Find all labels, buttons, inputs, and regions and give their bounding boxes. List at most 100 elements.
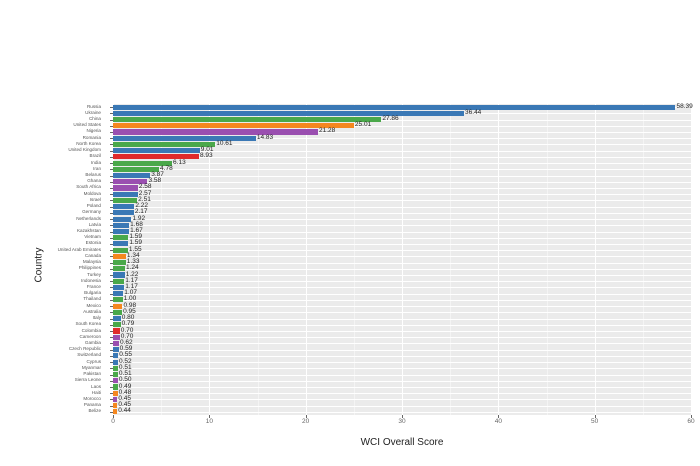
- y-tick-label: Australia: [83, 308, 101, 314]
- y-tick: [110, 287, 113, 289]
- y-tick: [110, 405, 113, 407]
- grid-line: [113, 206, 691, 208]
- bar-pakistan: [113, 372, 118, 378]
- grid-line: [113, 156, 691, 158]
- value-label: 6.13: [173, 158, 186, 166]
- grid-line: [209, 104, 211, 415]
- y-tick: [110, 399, 113, 401]
- bar-vietnam: [113, 235, 129, 241]
- bar-malaysia: [113, 260, 126, 266]
- value-label: 1.59: [129, 239, 142, 247]
- x-tick: [305, 415, 307, 418]
- y-tick: [110, 181, 113, 183]
- grid-line: [113, 387, 691, 388]
- grid-line: [450, 104, 452, 415]
- bar-laos: [113, 384, 118, 390]
- y-tick-label: United Kingdom: [68, 147, 101, 153]
- y-tick: [110, 243, 113, 245]
- bar-united-kingdom: [113, 148, 200, 154]
- value-label: 1.55: [128, 245, 142, 253]
- x-tick-label: 20: [302, 418, 310, 425]
- value-label: 1.59: [129, 233, 142, 241]
- grid-line: [113, 144, 691, 146]
- grid-line: [353, 104, 355, 415]
- bar-france: [113, 284, 125, 291]
- y-tick: [110, 387, 113, 388]
- value-label: 1.34: [126, 251, 140, 259]
- bar-romania: [113, 135, 256, 141]
- grid-line: [402, 104, 403, 415]
- grid-line: [546, 104, 548, 415]
- y-tick-label: North Korea: [76, 140, 101, 146]
- grid-line: [113, 194, 691, 196]
- x-tick: [113, 415, 114, 418]
- x-tick: [594, 415, 596, 418]
- y-tick: [110, 131, 113, 133]
- y-tick-label: Panama: [83, 402, 101, 408]
- y-tick-label: Turkey: [87, 271, 101, 277]
- y-tick-label: Myanmar: [81, 364, 101, 370]
- bar-gambia: [113, 340, 119, 346]
- x-tick: [402, 415, 403, 418]
- bar-moldova: [113, 191, 138, 197]
- value-label: 3.87: [151, 171, 164, 179]
- y-tick-label: Bulgaria: [84, 290, 101, 296]
- y-tick: [110, 411, 113, 413]
- grid-line: [113, 343, 691, 345]
- grid-line: [113, 399, 691, 401]
- y-tick-label: Sierra Leone: [74, 377, 101, 383]
- y-tick-label: Thailand: [83, 296, 101, 302]
- y-tick: [110, 393, 113, 395]
- value-label: 0.50: [118, 376, 132, 384]
- y-tick-label: Switzerland: [77, 352, 101, 358]
- bar-india: [113, 160, 173, 166]
- y-tick-label: Czech Republic: [68, 346, 101, 352]
- y-tick: [110, 225, 113, 227]
- bar-russia: [113, 104, 676, 110]
- bar-thailand: [113, 297, 123, 303]
- grid-line: [257, 104, 259, 415]
- grid-line: [113, 349, 691, 351]
- y-tick: [110, 200, 113, 202]
- grid-line: [113, 411, 691, 413]
- y-tick: [110, 144, 113, 146]
- grid-line: [305, 104, 307, 415]
- value-label: 0.48: [118, 388, 132, 396]
- grid-line: [113, 163, 691, 165]
- y-tick: [110, 343, 113, 345]
- y-tick-label: Cyprus: [86, 358, 101, 364]
- bar-panama: [113, 403, 118, 409]
- grid-line: [113, 256, 691, 258]
- value-label: 0.80: [121, 314, 135, 322]
- grid-line: [113, 299, 691, 301]
- grid-line: [113, 312, 691, 314]
- y-tick: [110, 169, 113, 171]
- bar-ghana: [113, 179, 148, 185]
- value-label: 1.17: [125, 282, 138, 290]
- value-label: 0.59: [119, 345, 133, 353]
- value-label: 1.92: [132, 214, 146, 222]
- value-label: 2.22: [135, 202, 149, 210]
- y-tick-label: Netherlands: [76, 215, 101, 221]
- grid-line: [113, 374, 691, 376]
- grid-line: [113, 212, 691, 214]
- y-tick-label: Ukraine: [85, 109, 101, 115]
- bar-haiti: [113, 390, 118, 396]
- y-tick-label: Canada: [84, 252, 101, 258]
- grid-line: [113, 355, 691, 357]
- bar-germany: [113, 210, 134, 216]
- grid-line: [113, 318, 691, 320]
- y-tick-label: Poland: [86, 203, 101, 209]
- grid-line: [113, 169, 691, 171]
- value-label: 0.98: [123, 301, 137, 309]
- x-tick: [209, 415, 211, 418]
- value-label: 14.83: [256, 133, 274, 141]
- grid-line: [113, 119, 691, 121]
- grid-line: [113, 125, 691, 127]
- y-tick-label: Estonia: [85, 240, 101, 246]
- y-tick: [110, 355, 113, 357]
- grid-line: [113, 231, 691, 233]
- y-tick-label: Romania: [82, 134, 101, 140]
- y-tick-label: Brazil: [89, 153, 102, 159]
- y-tick-label: Colombia: [81, 327, 101, 333]
